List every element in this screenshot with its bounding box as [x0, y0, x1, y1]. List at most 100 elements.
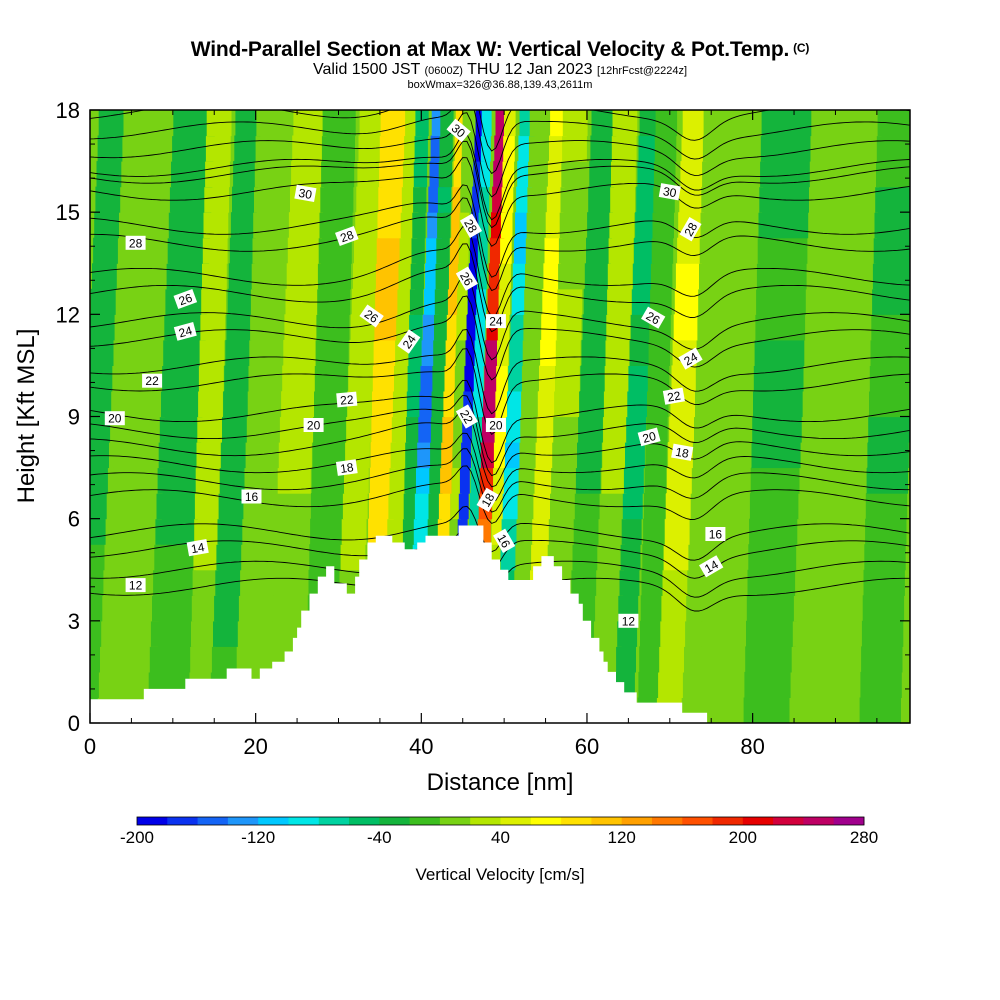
velocity-cell	[510, 314, 526, 341]
velocity-cell	[191, 620, 216, 647]
colorbar-label: 120	[608, 828, 636, 847]
velocity-cell	[608, 237, 634, 264]
velocity-cell	[710, 416, 753, 443]
velocity-cell	[437, 186, 452, 213]
theta-contour-line	[90, 274, 910, 361]
velocity-cell	[461, 442, 471, 469]
velocity-cell	[524, 288, 541, 315]
velocity-cell	[551, 493, 576, 520]
velocity-cell	[389, 467, 407, 494]
velocity-cell	[587, 212, 612, 239]
colorbar-swatch	[137, 817, 168, 825]
velocity-cell	[635, 212, 655, 239]
velocity-cell	[149, 646, 192, 673]
velocity-cell	[477, 263, 487, 290]
velocity-cell	[642, 544, 664, 571]
velocity-cell	[232, 186, 257, 213]
velocity-cell	[201, 288, 226, 315]
velocity-cell	[497, 339, 509, 366]
velocity-cell	[379, 135, 405, 162]
velocity-cell	[809, 237, 876, 264]
velocity-cell	[438, 493, 451, 520]
velocity-cell	[487, 288, 501, 315]
velocity-cell	[502, 161, 515, 188]
velocity-cell	[675, 263, 701, 290]
velocity-cell	[150, 620, 193, 647]
velocity-cell	[688, 595, 706, 622]
contour-label: 26	[173, 289, 198, 309]
colorbar-swatch	[379, 817, 410, 825]
velocity-cell	[799, 467, 866, 494]
velocity-cell	[747, 569, 798, 596]
velocity-cell	[515, 212, 530, 239]
subtitle-box-max: boxWmax=326@36.88,139.43,2611m	[407, 79, 593, 91]
velocity-cell	[525, 237, 543, 264]
x-axis-title: Distance [nm]	[427, 769, 574, 796]
contour-label-text: 26	[177, 290, 195, 308]
velocity-cell	[409, 288, 424, 315]
colorbar-swatch	[833, 817, 865, 825]
velocity-cell	[166, 263, 208, 290]
contour-label: 28	[125, 235, 146, 250]
colorbar-swatch	[197, 817, 229, 825]
theta-contour-line	[90, 133, 910, 221]
velocity-cell	[444, 365, 457, 392]
velocity-cell	[748, 544, 798, 571]
contour-label: 26	[455, 266, 478, 291]
velocity-cell	[528, 135, 546, 162]
velocity-cell	[240, 620, 274, 647]
theta-contour-line	[90, 184, 910, 278]
velocity-cell	[355, 212, 380, 239]
velocity-cell	[249, 339, 283, 366]
velocity-cell	[414, 493, 430, 520]
velocity-cell	[455, 110, 468, 137]
velocity-cell	[577, 442, 602, 469]
velocity-cell	[639, 110, 660, 137]
contour-label: 12	[618, 613, 639, 628]
velocity-cell	[194, 493, 220, 520]
velocity-cell	[90, 314, 115, 341]
velocity-cell	[870, 339, 910, 366]
velocity-cell	[93, 237, 118, 264]
velocity-cell	[402, 518, 417, 545]
colorbar-label: -120	[241, 828, 275, 847]
velocity-cell	[663, 544, 689, 571]
velocity-cell	[521, 365, 539, 392]
velocity-cell	[686, 671, 703, 698]
velocity-cell	[247, 416, 281, 443]
velocity-cell	[90, 671, 99, 698]
velocity-cell	[691, 518, 708, 545]
velocity-cell	[746, 595, 797, 622]
velocity-cell	[480, 161, 490, 188]
velocity-cell	[447, 288, 460, 315]
velocity-cell	[687, 646, 704, 673]
velocity-cell	[356, 186, 382, 213]
velocity-cell	[242, 569, 276, 596]
velocity-cell	[877, 110, 910, 137]
theta-contour-line	[90, 110, 910, 175]
theta-contour-line	[90, 110, 910, 152]
velocity-cell	[123, 110, 174, 137]
contour-label: 26	[359, 304, 384, 328]
velocity-cell	[436, 237, 450, 264]
velocity-cell	[90, 442, 109, 469]
velocity-cell	[446, 314, 459, 341]
velocity-cell	[647, 365, 670, 392]
velocity-cell	[522, 339, 540, 366]
velocity-cell	[234, 135, 260, 162]
velocity-cell	[869, 391, 910, 418]
velocity-cell	[640, 595, 663, 622]
colorbar-label: 40	[491, 828, 510, 847]
velocity-cell	[346, 416, 371, 443]
contour-label-text: 12	[129, 579, 143, 593]
title-block: Wind-Parallel Section at Max W: Vertical…	[0, 36, 1000, 91]
velocity-cell	[453, 416, 464, 443]
velocity-cell	[507, 391, 523, 418]
velocity-cell	[443, 391, 455, 418]
velocity-cell	[462, 416, 473, 443]
velocity-cell	[432, 365, 446, 392]
velocity-cell	[380, 110, 406, 137]
velocity-cell	[526, 212, 544, 239]
velocity-cell	[513, 237, 529, 264]
